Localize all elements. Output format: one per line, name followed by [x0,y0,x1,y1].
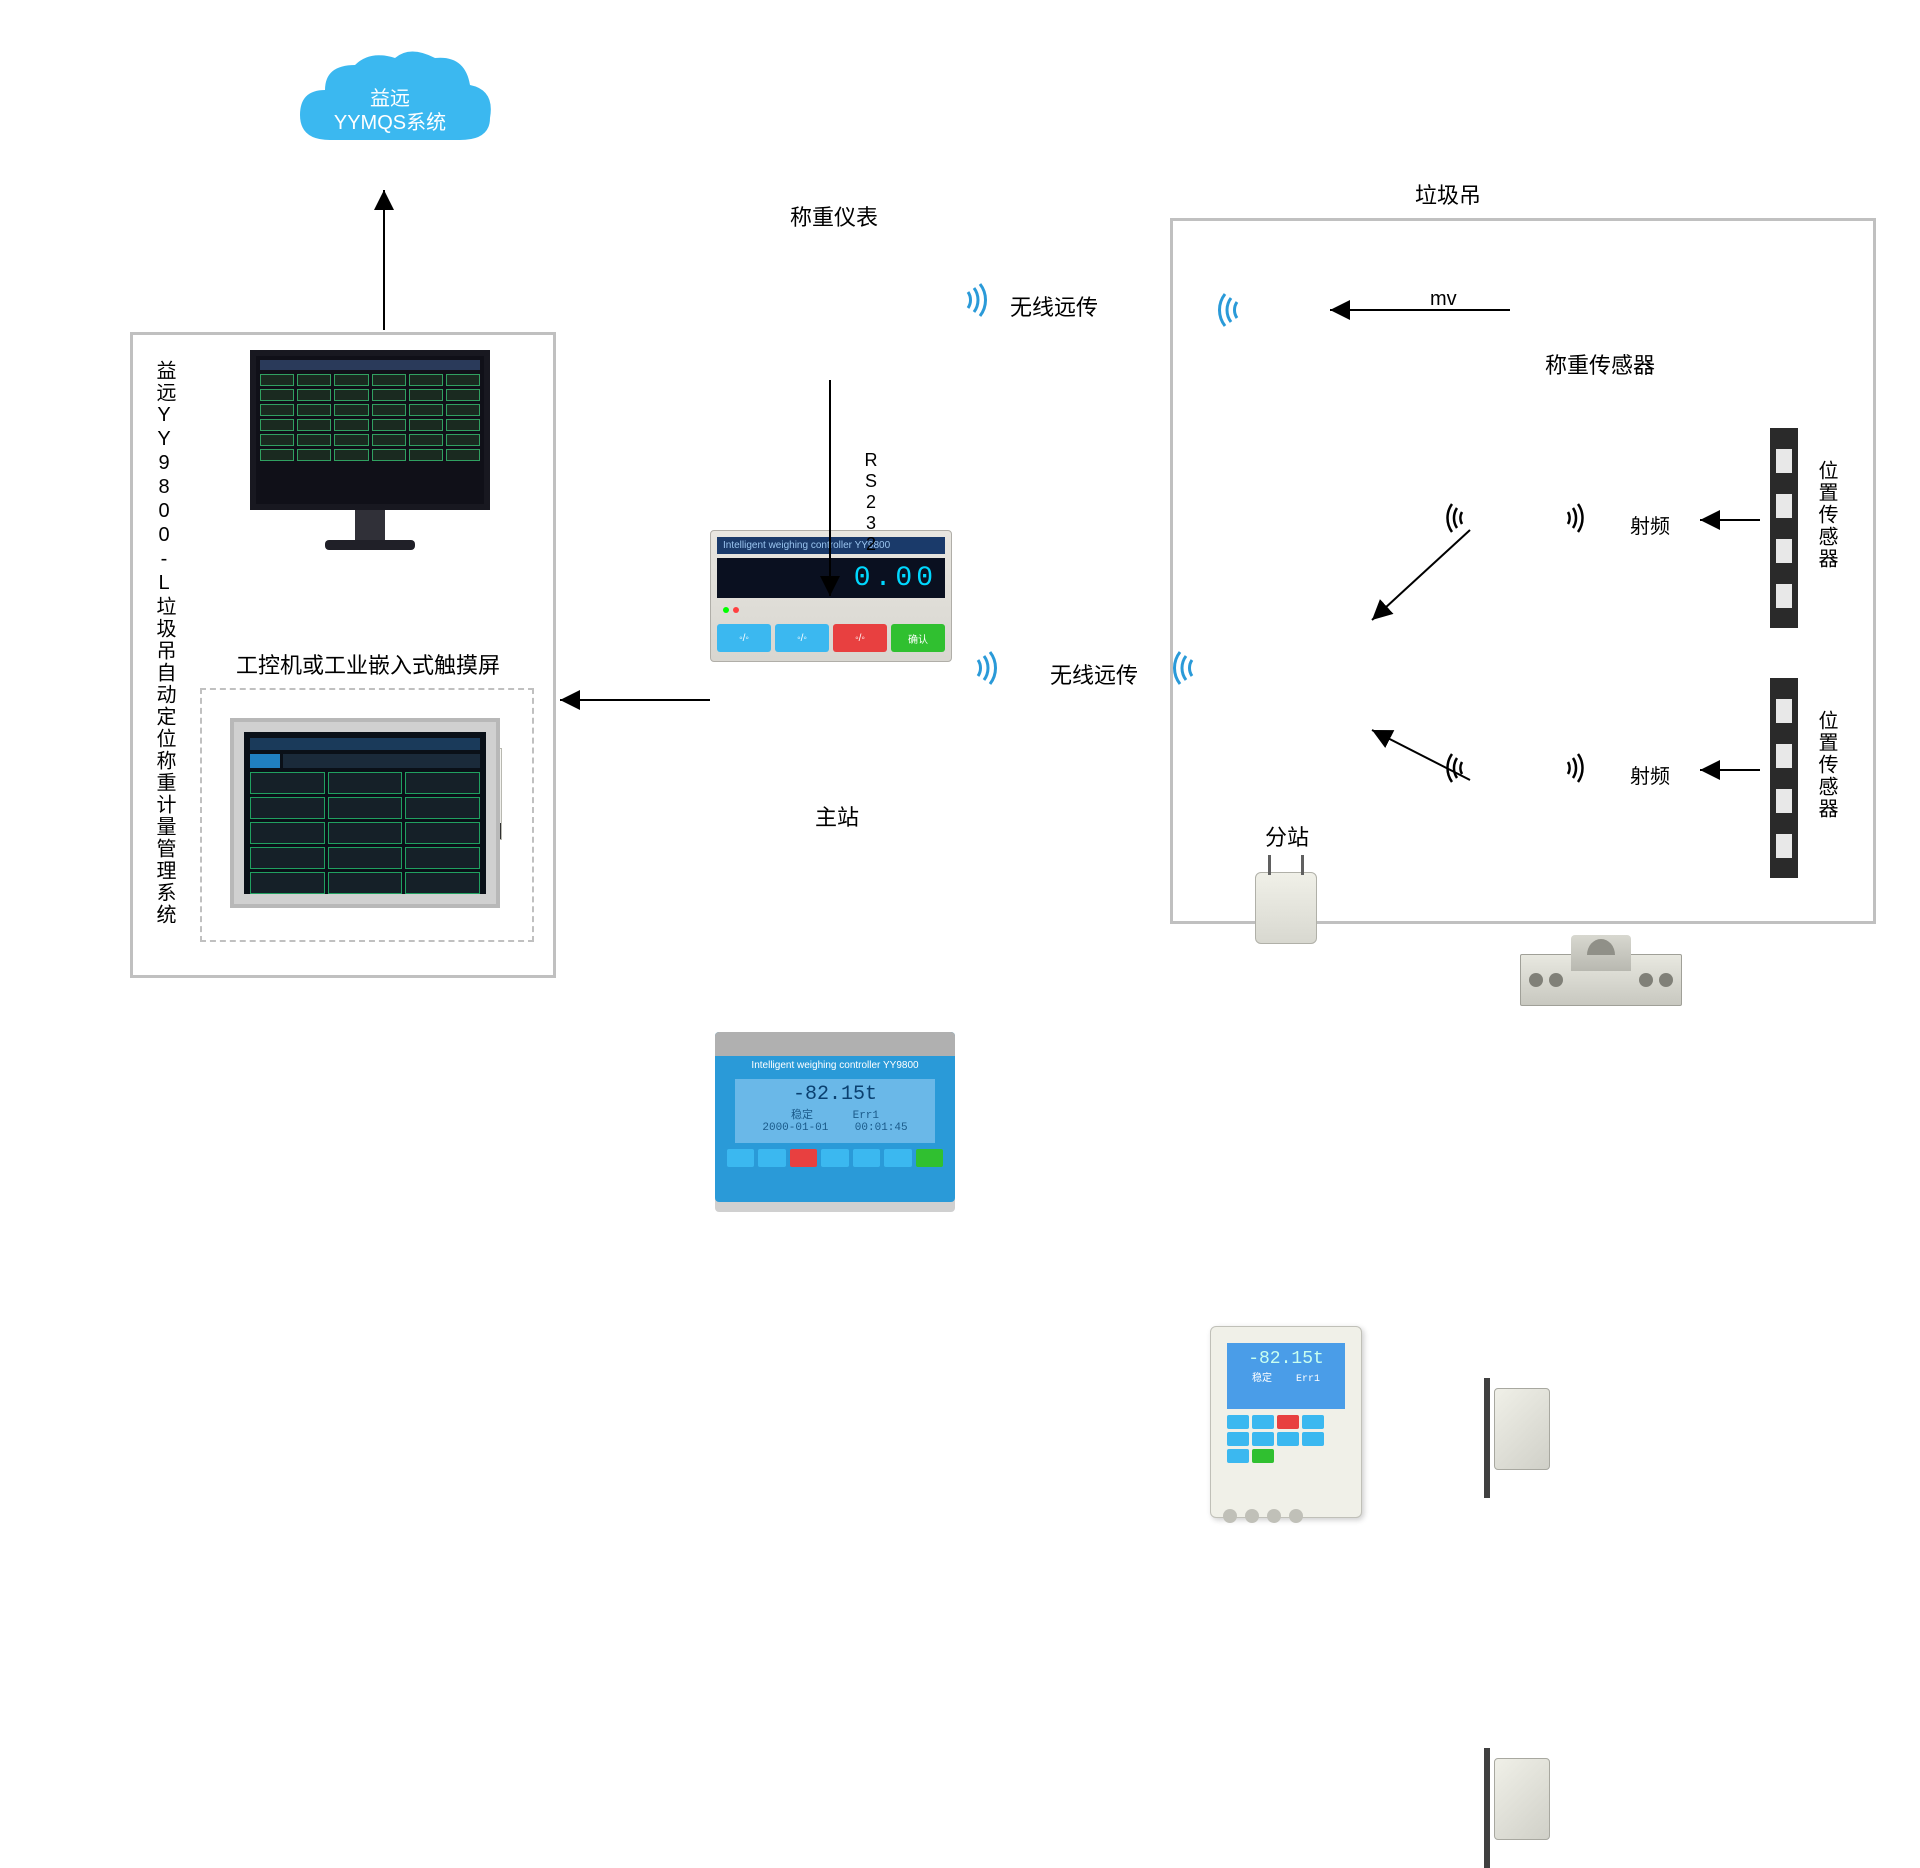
btn-confirm[interactable]: 确认 [891,624,945,652]
btn-3[interactable]: ◦/◦ [833,624,887,652]
mainstation-value: -82.15t [735,1083,935,1106]
rs232-label: RS232 [860,450,881,555]
weighing-instrument: Intelligent weighing controller YY9800 0… [710,530,952,662]
substation-value: -82.15t [1227,1349,1345,1369]
main-station: Intelligent weighing controller YY9800 -… [715,1032,955,1202]
rf-label-1: 射频 [1630,510,1670,539]
wave-icon [1205,290,1245,330]
loadcell-label: 称重传感器 [1545,348,1655,380]
mainstation-label: 主站 [815,800,859,832]
antenna-1 [1480,1378,1550,1498]
mainstation-wireless-label: 无线远传 [1050,658,1138,690]
instrument-title: 称重仪表 [790,200,878,232]
wave-icon [1560,498,1600,538]
wave-icon [1430,748,1470,788]
cloud-line2: YYMQS系统 [280,106,500,135]
pos-sensor-label-1: 位置传感器 [1812,460,1841,570]
btn-2[interactable]: ◦/◦ [775,624,829,652]
position-sensor-2 [1770,678,1798,878]
instrument-wireless-label: 无线远传 [1010,290,1098,322]
wave-icon [970,648,1010,688]
pos-sensor-label-2: 位置传感器 [1812,710,1841,820]
rf-label-2: 射频 [1630,760,1670,789]
mv-label: mv [1430,288,1457,311]
instrument-display: 0.00 [854,563,937,594]
wave-icon [1160,648,1200,688]
monitor [250,350,490,550]
load-cell [1520,954,1682,1006]
left-system-title: 益远YY9800-L垃圾吊自动定位称重计量管理系统 [150,360,179,926]
touchpanel [230,718,500,908]
wireless-module [1255,872,1317,944]
cloud-node: 益远 YYMQS系统 [280,40,500,180]
antenna-2 [1480,1748,1550,1868]
crane-title: 垃圾吊 [1415,178,1481,210]
computer-label: 工控机或工业嵌入式触摸屏 [236,648,500,680]
wave-icon [1430,498,1470,538]
btn-1[interactable]: ◦/◦ [717,624,771,652]
substation-label: 分站 [1265,820,1309,852]
position-sensor-1 [1770,428,1798,628]
wave-icon [960,280,1000,320]
mainstation-header: Intelligent weighing controller YY9800 [715,1056,955,1075]
instrument-header: Intelligent weighing controller YY9800 [717,537,945,554]
substation: -82.15t 稳定 Err1 [1210,1326,1362,1518]
wave-icon [1560,748,1600,788]
